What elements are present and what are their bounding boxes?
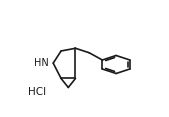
Text: HCl: HCl xyxy=(28,87,46,97)
Text: HN: HN xyxy=(34,58,49,68)
